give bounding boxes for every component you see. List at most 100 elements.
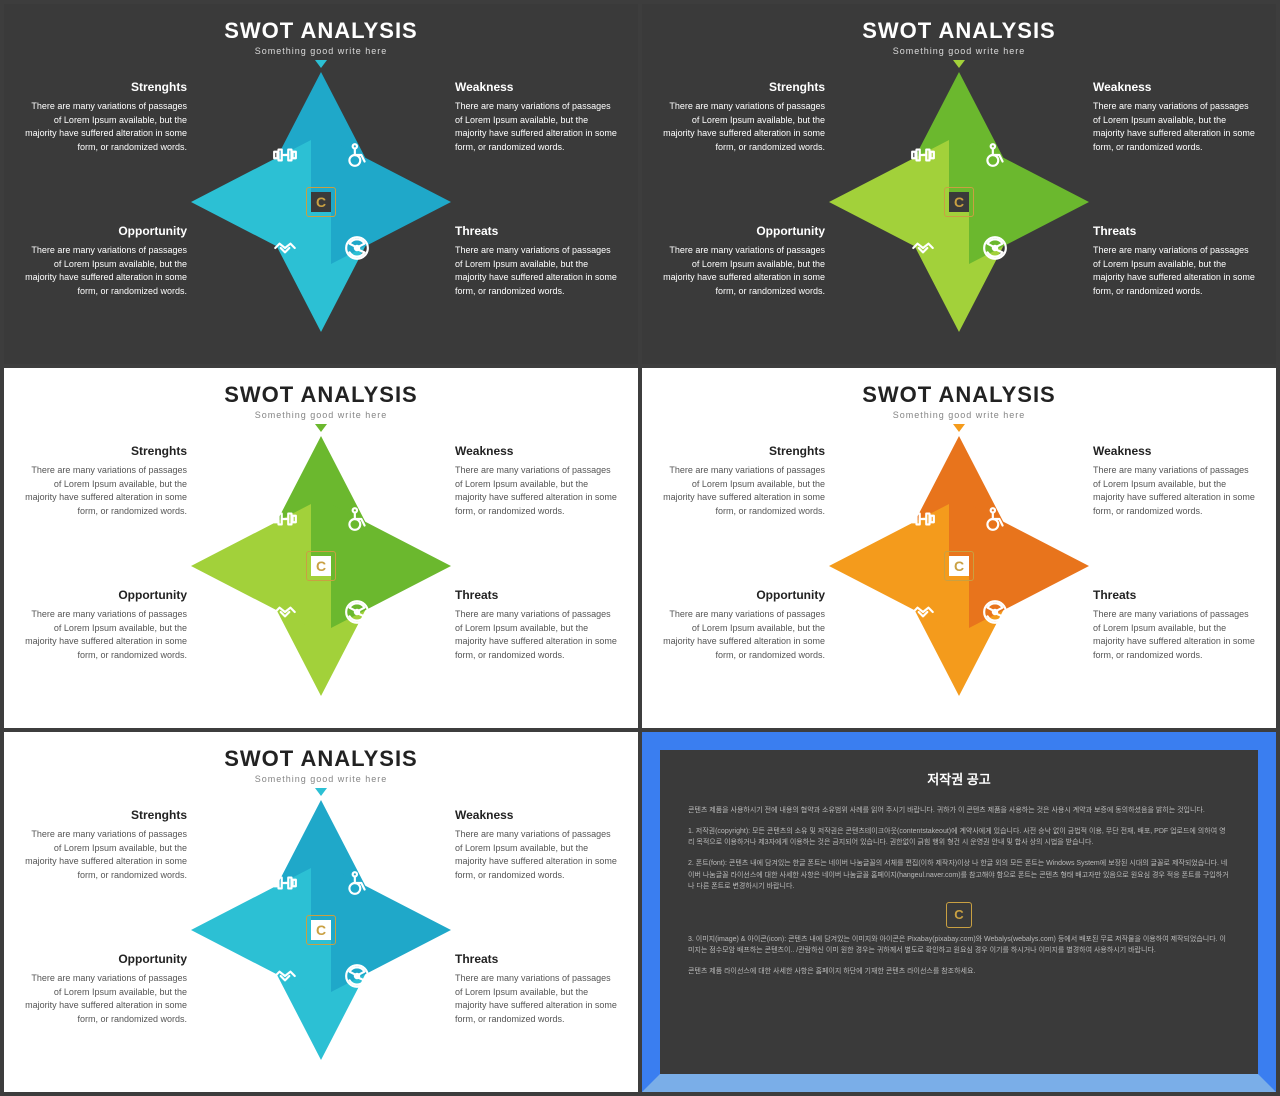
marker-icon <box>315 424 327 432</box>
weakness-body: There are many variations of passages of… <box>1093 464 1258 518</box>
swot-slide: SWOT ANALYSIS Something good write here … <box>4 732 638 1092</box>
center-badge: C <box>306 915 336 945</box>
threats-label: Threats <box>455 586 620 604</box>
strengths-body: There are many variations of passages of… <box>660 100 825 154</box>
swot-diamond: C <box>191 72 451 332</box>
strength-icon <box>272 506 298 532</box>
marker-icon <box>953 424 965 432</box>
copyright-slide: 저작권 공고 콘텐츠 제품을 사용하시기 전에 내용의 협약과 소유범위 사례를… <box>642 732 1276 1092</box>
opportunity-body: There are many variations of passages of… <box>22 244 187 298</box>
slide-title: SWOT ANALYSIS <box>4 746 638 772</box>
weakness-icon <box>982 142 1008 168</box>
swot-diamond: C <box>191 800 451 1060</box>
slide-subtitle: Something good write here <box>4 46 638 56</box>
strengths-body: There are many variations of passages of… <box>22 828 187 882</box>
weakness-icon <box>344 142 370 168</box>
opportunity-block: Opportunity There are many variations of … <box>660 222 825 298</box>
opportunity-icon <box>910 599 936 625</box>
swot-slide: SWOT ANALYSIS Something good write here … <box>4 4 638 364</box>
weakness-block: WeaknessThere are many variations of pas… <box>455 442 620 518</box>
opportunity-body: There are many variations of passages of… <box>22 972 187 1026</box>
strengths-label: Strenghts <box>660 442 825 460</box>
swot-content: C Strenghts There are many variations of … <box>4 74 638 364</box>
copyright-p1: 콘텐츠 제품을 사용하시기 전에 내용의 협약과 소유범위 사례를 읽어 주시기… <box>688 805 1230 816</box>
threats-block: Threats There are many variations of pass… <box>455 586 620 662</box>
opportunity-label: Opportunity <box>660 222 825 240</box>
opportunity-label: Opportunity <box>22 586 187 604</box>
copyright-body: 콘텐츠 제품을 사용하시기 전에 내용의 협약과 소유범위 사례를 읽어 주시기… <box>688 805 1230 978</box>
threats-icon <box>982 235 1008 261</box>
opportunity-label: Opportunity <box>660 586 825 604</box>
swot-slide: SWOT ANALYSIS Something good write here … <box>642 368 1276 728</box>
center-badge: C <box>944 551 974 581</box>
swot-content: C Strenghts There are many variations of … <box>642 74 1276 364</box>
strengths-block: Strenghts There are many variations of pa… <box>22 78 187 154</box>
weakness-block: WeaknessThere are many variations of pas… <box>455 806 620 882</box>
center-badge: C <box>944 187 974 217</box>
weakness-icon <box>344 506 370 532</box>
strengths-label: Strenghts <box>660 78 825 96</box>
strengths-body: There are many variations of passages of… <box>22 464 187 518</box>
copyright-p3: 2. 폰트(font): 콘텐츠 내에 담겨있는 한글 폰트는 네이버 나눔글꼴… <box>688 858 1230 892</box>
slide-header: SWOT ANALYSIS Something good write here <box>4 368 638 432</box>
copyright-p4: 3. 이미지(image) & 아이콘(icon): 콘텐츠 내에 담겨있는 이… <box>688 934 1230 956</box>
slide-title: SWOT ANALYSIS <box>642 382 1276 408</box>
threats-label: Threats <box>455 950 620 968</box>
threats-label: Threats <box>1093 222 1258 240</box>
weakness-block: WeaknessThere are many variations of pas… <box>1093 442 1258 518</box>
copyright-badge: C <box>946 902 972 928</box>
marker-icon <box>315 788 327 796</box>
threats-label: Threats <box>1093 586 1258 604</box>
swot-content: C Strenghts There are many variations of … <box>4 438 638 728</box>
weakness-label: Weakness <box>455 806 620 824</box>
threats-body: There are many variations of passages of… <box>1093 244 1258 298</box>
swot-diamond: C <box>829 436 1089 696</box>
threats-label: Threats <box>455 222 620 240</box>
opportunity-block: OpportunityThere are many variations of … <box>22 950 187 1026</box>
weakness-body: There are many variations of passages of… <box>1093 100 1258 154</box>
slide-subtitle: Something good write here <box>642 46 1276 56</box>
slide-title: SWOT ANALYSIS <box>642 18 1276 44</box>
strengths-label: Strenghts <box>22 442 187 460</box>
threats-block: Threats There are many variations of pass… <box>1093 586 1258 662</box>
slide-subtitle: Something good write here <box>4 774 638 784</box>
swot-content: C Strenghts There are many variations of … <box>4 802 638 1092</box>
weakness-block: WeaknessThere are many variations of pas… <box>455 78 620 154</box>
threats-icon <box>344 963 370 989</box>
threats-block: Threats There are many variations of pass… <box>455 950 620 1026</box>
strengths-label: Strenghts <box>22 806 187 824</box>
strengths-label: Strenghts <box>22 78 187 96</box>
center-badge: C <box>306 187 336 217</box>
strengths-block: Strenghts There are many variations of pa… <box>22 442 187 518</box>
weakness-label: Weakness <box>1093 78 1258 96</box>
strengths-body: There are many variations of passages of… <box>660 464 825 518</box>
threats-body: There are many variations of passages of… <box>455 972 620 1026</box>
slide-header: SWOT ANALYSIS Something good write here <box>642 4 1276 68</box>
slide-header: SWOT ANALYSIS Something good write here <box>4 732 638 796</box>
threats-body: There are many variations of passages of… <box>455 608 620 662</box>
weakness-icon <box>982 506 1008 532</box>
swot-slide: SWOT ANALYSIS Something good write here … <box>4 368 638 728</box>
marker-icon <box>315 60 327 68</box>
center-badge: C <box>306 551 336 581</box>
slide-header: SWOT ANALYSIS Something good write here <box>642 368 1276 432</box>
copyright-p2: 1. 저작권(copyright): 모든 콘텐츠의 소유 및 저작권은 콘텐츠… <box>688 826 1230 848</box>
opportunity-icon <box>910 235 936 261</box>
threats-block: Threats There are many variations of pass… <box>1093 222 1258 298</box>
copyright-title: 저작권 공고 <box>688 770 1230 791</box>
copyright-p5: 콘텐츠 제품 라이선스에 대한 사세한 사항은 홈페이지 하단에 기재한 콘텐츠… <box>688 966 1230 977</box>
opportunity-body: There are many variations of passages of… <box>660 244 825 298</box>
opportunity-icon <box>272 235 298 261</box>
strengths-block: Strenghts There are many variations of pa… <box>660 442 825 518</box>
opportunity-body: There are many variations of passages of… <box>22 608 187 662</box>
threats-body: There are many variations of passages of… <box>1093 608 1258 662</box>
threats-body: There are many variations of passages of… <box>455 244 620 298</box>
strengths-body: There are many variations of passages of… <box>22 100 187 154</box>
strength-icon <box>272 142 298 168</box>
strengths-block: Strenghts There are many variations of pa… <box>660 78 825 154</box>
opportunity-block: OpportunityThere are many variations of … <box>22 222 187 298</box>
strengths-block: Strenghts There are many variations of pa… <box>22 806 187 882</box>
swot-slide: SWOT ANALYSIS Something good write here … <box>642 4 1276 364</box>
slide-title: SWOT ANALYSIS <box>4 18 638 44</box>
weakness-icon <box>344 870 370 896</box>
